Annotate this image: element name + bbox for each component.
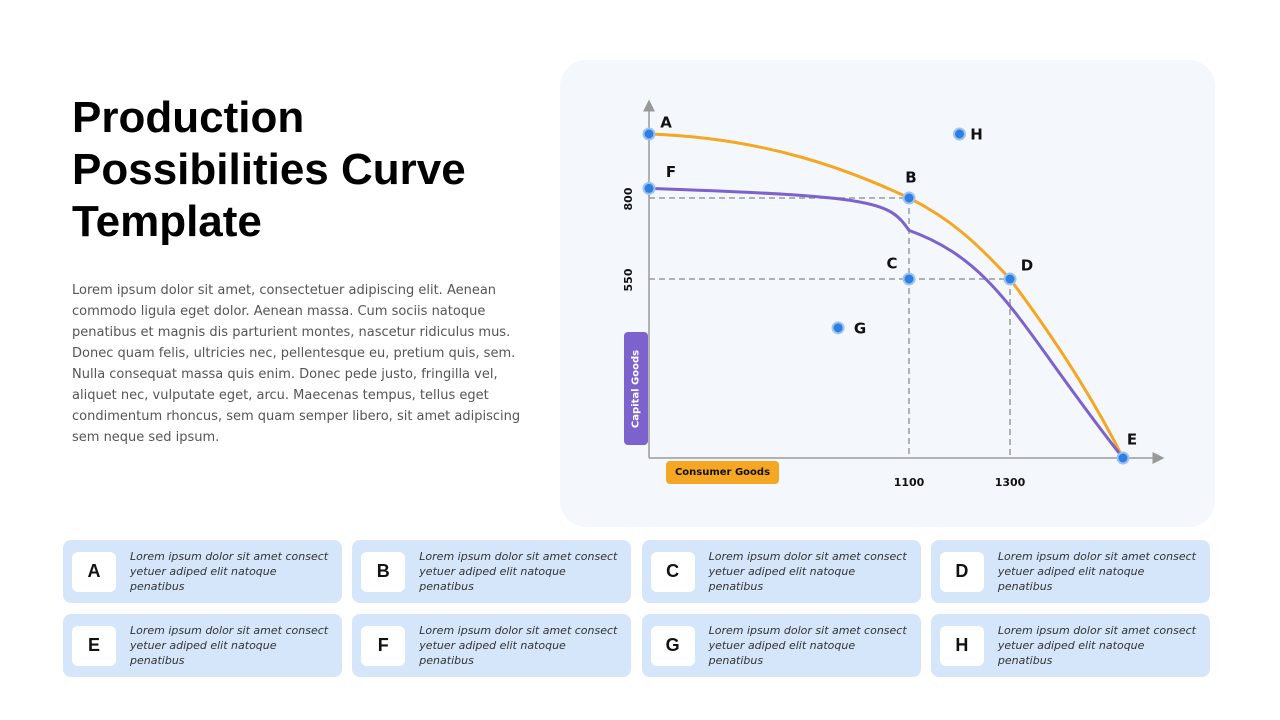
y-axis-label-text: Capital Goods xyxy=(630,349,642,428)
point-label-b: B xyxy=(905,169,916,187)
y-tick-label: 800 xyxy=(622,187,635,210)
y-axis-label: Capital Goods xyxy=(624,332,648,445)
card-letter: G xyxy=(650,625,695,666)
point-c xyxy=(902,272,916,286)
legend-card: F Lorem ipsum dolor sit amet consect yetu… xyxy=(352,614,632,677)
x-tick-label: 1100 xyxy=(894,476,925,489)
legend-cards: A Lorem ipsum dolor sit amet consect yetu… xyxy=(63,540,1210,677)
point-label-e: E xyxy=(1127,431,1137,449)
title-line: Template xyxy=(72,197,262,246)
point-a xyxy=(642,127,656,141)
point-label-g: G xyxy=(854,319,866,337)
legend-card: E Lorem ipsum dolor sit amet consect yetu… xyxy=(63,614,342,677)
point-e xyxy=(1116,451,1130,465)
legend-card: A Lorem ipsum dolor sit amet consect yetu… xyxy=(63,540,342,603)
card-text: Lorem ipsum dolor sit amet consect yetue… xyxy=(997,550,1196,593)
card-letter: D xyxy=(939,551,984,592)
title-line: Possibilities Curve xyxy=(72,145,466,194)
card-letter: B xyxy=(361,551,406,592)
point-label-c: C xyxy=(886,255,897,273)
legend-card: B Lorem ipsum dolor sit amet consect yetu… xyxy=(352,540,632,603)
chart-panel xyxy=(560,60,1215,527)
point-f xyxy=(642,181,656,195)
card-text: Lorem ipsum dolor sit amet consect yetue… xyxy=(419,624,618,667)
point-h xyxy=(953,127,966,141)
point-d xyxy=(1003,272,1017,286)
card-text: Lorem ipsum dolor sit amet consect yetue… xyxy=(708,624,907,667)
card-text: Lorem ipsum dolor sit amet consect yetue… xyxy=(708,550,907,593)
card-letter: E xyxy=(72,625,116,666)
card-letter: H xyxy=(939,625,984,666)
description-text: Lorem ipsum dolor sit amet, consectetuer… xyxy=(72,283,521,445)
page-title: Production Possibilities Curve Template xyxy=(72,92,512,248)
point-g xyxy=(831,321,845,335)
point-label-a: A xyxy=(660,114,672,132)
orange-ppc-curve xyxy=(648,132,1125,459)
card-text: Lorem ipsum dolor sit amet consect yetue… xyxy=(130,624,329,667)
x-tick-label: 1300 xyxy=(995,476,1026,489)
purple-ppc-curve xyxy=(648,186,1125,459)
legend-card: H Lorem ipsum dolor sit amet consect yetu… xyxy=(930,614,1210,677)
legend-card: D Lorem ipsum dolor sit amet consect yetu… xyxy=(930,540,1210,603)
card-text: Lorem ipsum dolor sit amet consect yetue… xyxy=(419,550,618,593)
x-axis-label: Consumer Goods xyxy=(666,461,779,484)
card-letter: A xyxy=(72,551,116,592)
point-label-f: F xyxy=(666,163,676,181)
legend-card: G Lorem ipsum dolor sit amet consect yetu… xyxy=(641,614,921,677)
legend-card: C Lorem ipsum dolor sit amet consect yetu… xyxy=(641,540,921,603)
card-text: Lorem ipsum dolor sit amet consect yetue… xyxy=(997,624,1196,667)
card-text: Lorem ipsum dolor sit amet consect yetue… xyxy=(130,550,329,593)
point-label-h: H xyxy=(970,126,983,144)
point-label-d: D xyxy=(1021,257,1033,275)
card-letter: F xyxy=(361,625,406,666)
y-tick-label: 550 xyxy=(622,268,635,291)
card-letter: C xyxy=(650,551,695,592)
point-b xyxy=(902,191,916,205)
title-line: Production xyxy=(72,93,305,142)
